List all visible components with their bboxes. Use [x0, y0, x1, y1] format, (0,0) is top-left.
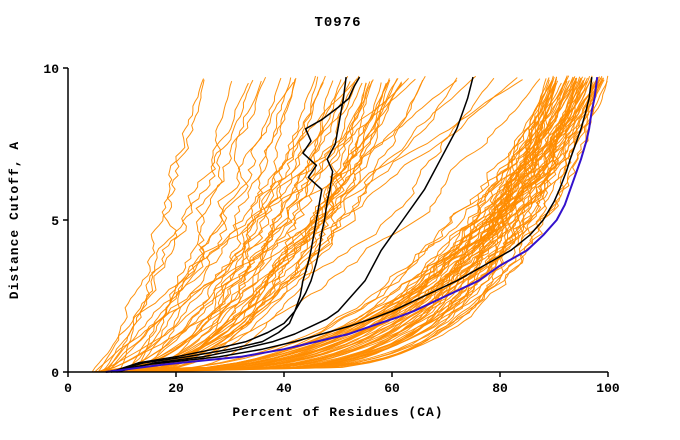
- y-tick-label: 5: [51, 214, 59, 229]
- ensemble-curve: [115, 82, 363, 373]
- ensemble-curve: [112, 77, 575, 373]
- y-axis-label: Distance Cutoff, A: [7, 141, 22, 299]
- x-tick-label: 80: [492, 381, 508, 396]
- ensemble-curve: [99, 80, 553, 373]
- ensemble-curve: [135, 81, 294, 373]
- ensemble-curve: [122, 80, 373, 373]
- y-tick-label: 10: [43, 62, 59, 77]
- ensemble-curve: [130, 76, 267, 373]
- curves-layer: [91, 75, 609, 373]
- ensemble-curve: [94, 81, 351, 373]
- ensemble-curve: [110, 77, 577, 373]
- ensemble-curve: [119, 82, 367, 373]
- ensemble-curve: [120, 79, 605, 373]
- ensemble-curve: [132, 75, 360, 373]
- ensemble-curve: [112, 75, 316, 373]
- ensemble-curve: [95, 79, 342, 373]
- black-model-center-a-curve: [110, 76, 361, 373]
- ensemble-curve: [143, 81, 578, 373]
- ensemble-curve: [97, 78, 204, 373]
- ensemble-curve: [98, 75, 326, 373]
- ensemble-curve: [103, 77, 602, 373]
- ensemble-curve: [102, 79, 583, 373]
- chart-title: T0976: [314, 15, 361, 31]
- ensemble-curve: [91, 77, 409, 373]
- ensemble-curve: [92, 77, 586, 373]
- ensemble-curve: [95, 75, 349, 373]
- ensemble-curve: [105, 75, 568, 373]
- ensemble-curve: [108, 78, 541, 373]
- ensemble-curve: [100, 77, 518, 373]
- ensemble-curve: [95, 75, 570, 373]
- ensemble-curve: [104, 82, 403, 373]
- black-model-center-b-curve: [110, 77, 347, 373]
- x-tick-label: 40: [276, 381, 292, 396]
- ensemble-curve: [138, 77, 550, 373]
- ensemble-curve: [140, 80, 424, 373]
- x-tick-label: 100: [596, 381, 620, 396]
- ensemble-curve: [142, 77, 282, 373]
- ensemble-curve: [104, 76, 319, 373]
- x-tick-label: 0: [64, 381, 72, 396]
- ensemble-curve: [106, 79, 604, 373]
- ensemble-curve: [105, 82, 249, 373]
- ensemble-curve: [113, 80, 233, 373]
- x-tick-label: 20: [168, 381, 184, 396]
- ensemble-curve: [125, 81, 557, 373]
- ensemble-curve: [102, 77, 603, 373]
- ensemble-curve: [103, 78, 416, 373]
- ensemble-curve: [137, 82, 382, 373]
- ensemble-curve: [97, 79, 598, 373]
- ensemble-curve: [136, 81, 356, 373]
- black-model-mid-curve: [116, 76, 474, 373]
- ensemble-curve: [130, 77, 458, 373]
- ensemble-curve: [131, 79, 553, 373]
- ensemble-curve: [121, 80, 557, 373]
- ensemble-curve: [127, 78, 358, 373]
- y-tick-label: 0: [51, 366, 59, 381]
- ensemble-curve: [98, 75, 477, 373]
- ensemble-curve: [101, 82, 553, 373]
- ensemble-curve: [91, 77, 592, 373]
- ensemble-curve: [94, 77, 297, 373]
- ticks-layer: 0 20 40 60 80 100 0 5 10: [43, 62, 620, 396]
- ensemble-curve: [97, 77, 495, 373]
- ensemble-curve: [109, 79, 374, 373]
- ensemble-curve: [101, 79, 254, 373]
- blue-best-model-curve: [105, 76, 599, 373]
- x-axis-label: Percent of Residues (CA): [232, 405, 443, 420]
- ensemble-curve: [135, 79, 296, 373]
- x-tick-label: 60: [384, 381, 400, 396]
- black-model-right-curve: [105, 77, 593, 373]
- ensemble-curve: [143, 77, 578, 373]
